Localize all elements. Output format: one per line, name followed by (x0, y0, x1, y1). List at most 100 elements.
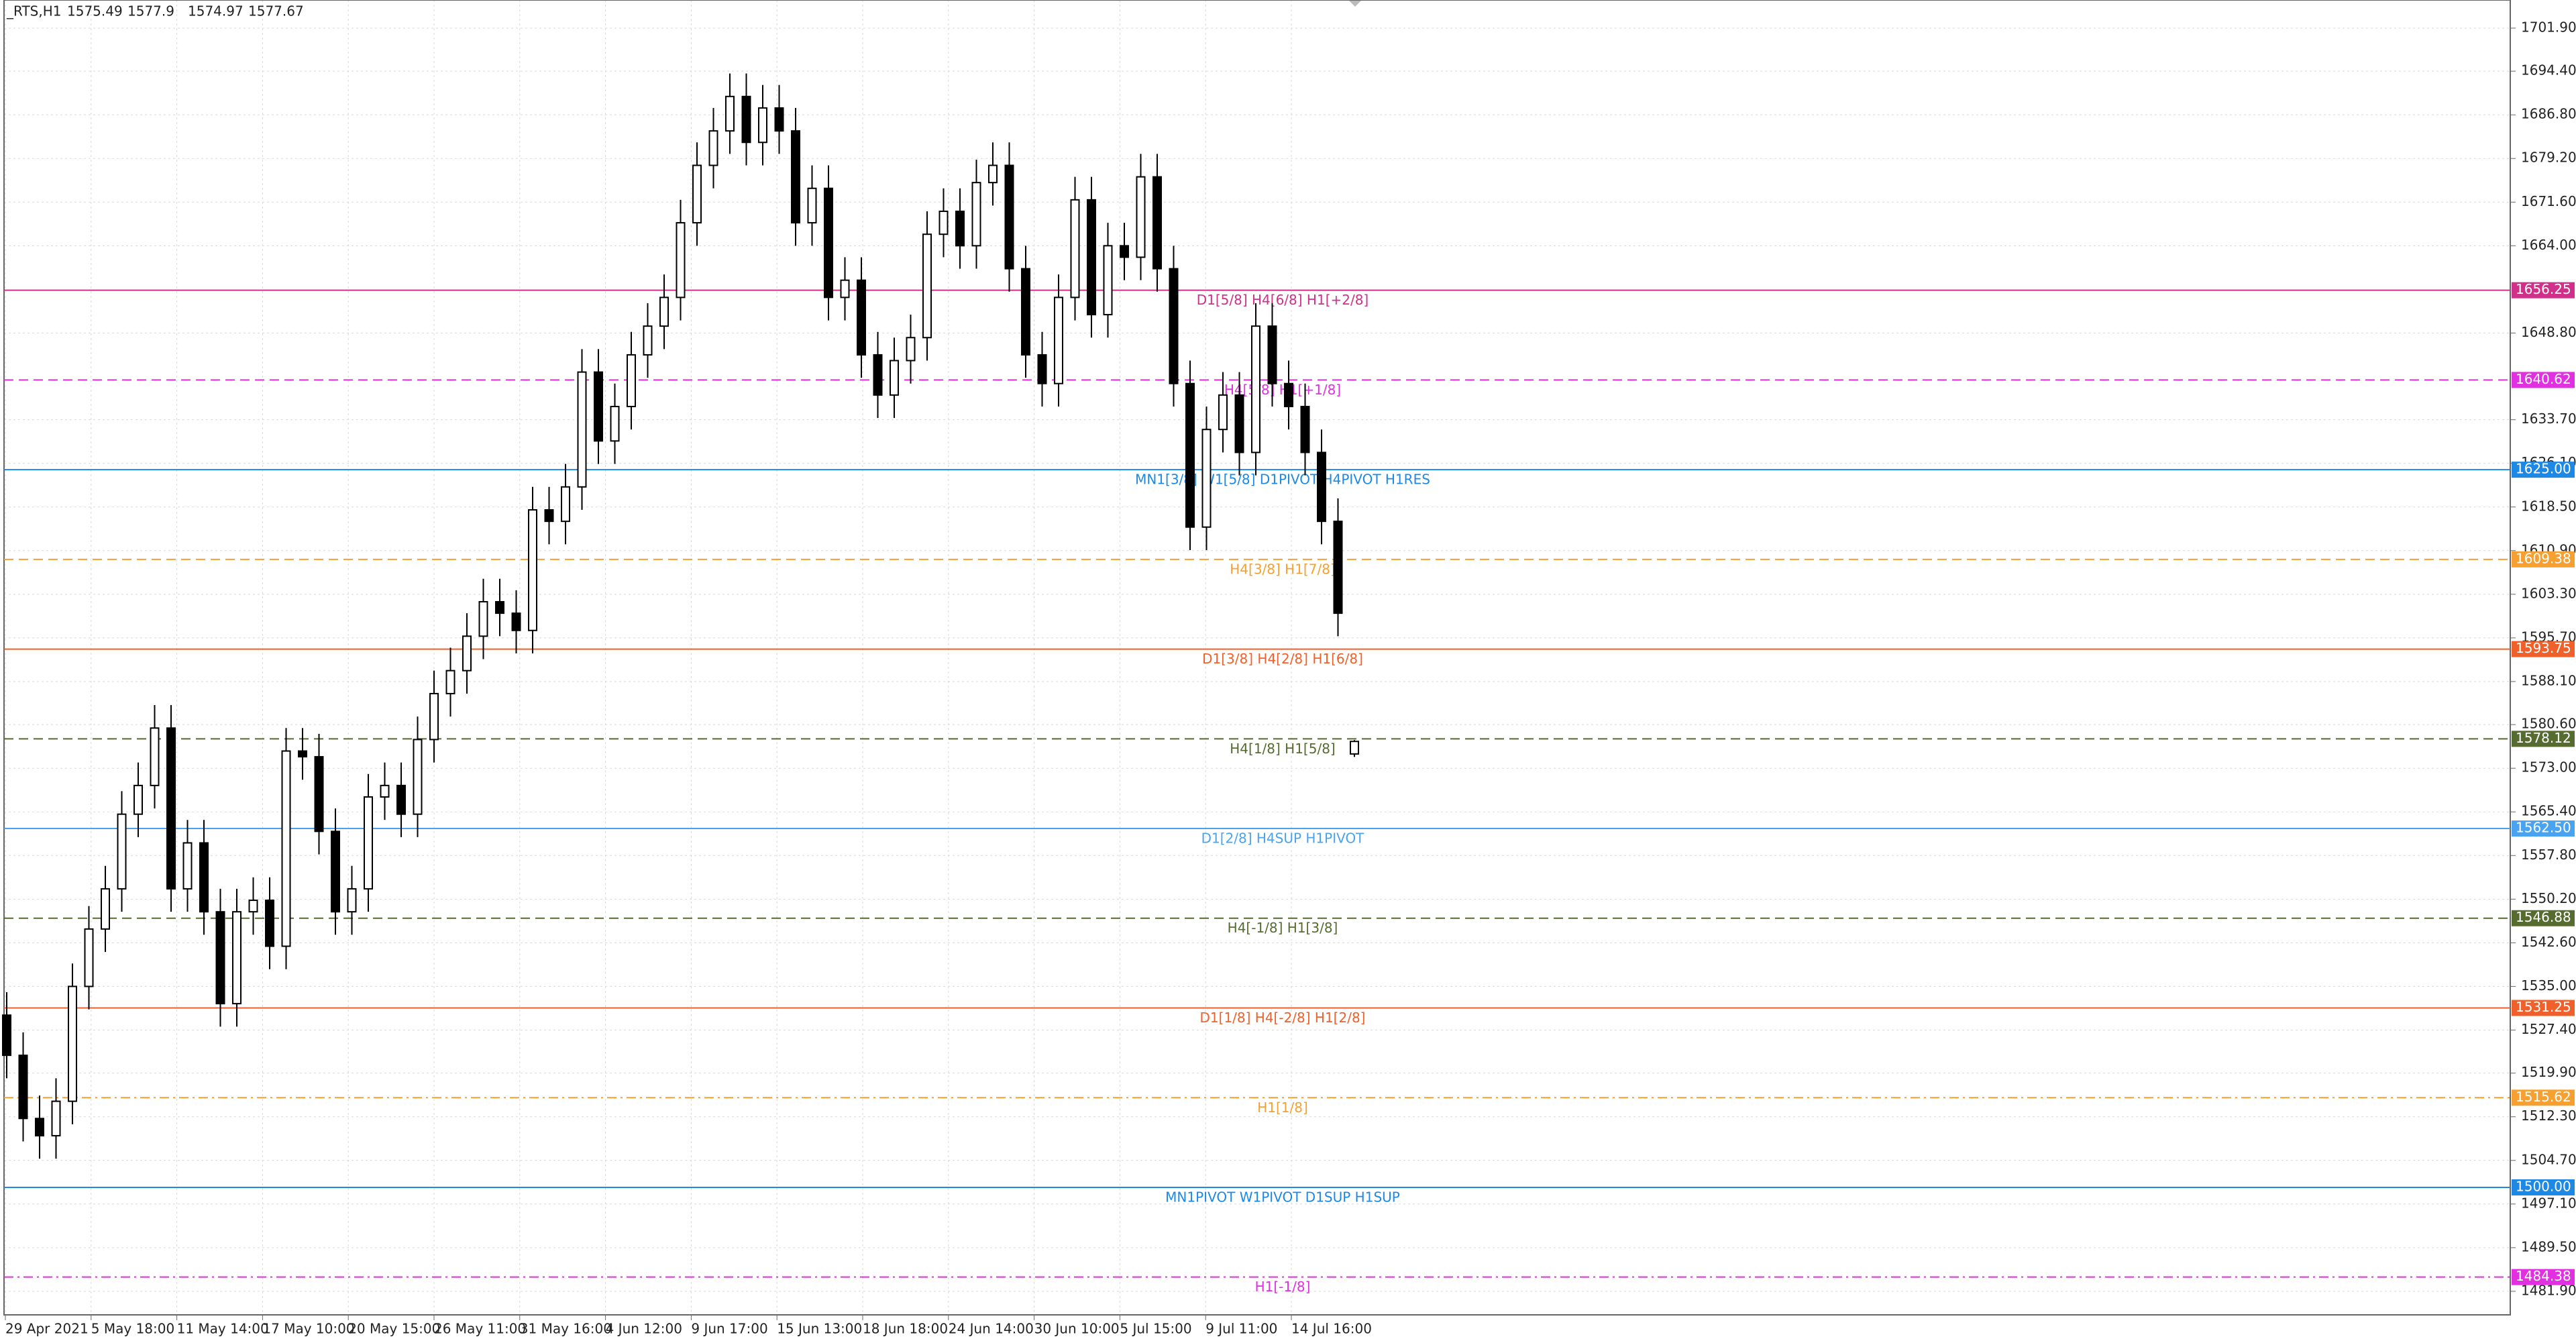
candle-body (511, 612, 521, 631)
x-tick-label: 14 Jul 16:00 (1291, 1321, 1372, 1337)
candle-body (676, 222, 686, 299)
candle-body (199, 842, 209, 913)
candle-body (1350, 741, 1359, 755)
candle-body (364, 796, 373, 890)
candle-body (610, 405, 620, 442)
y-tick-label: 1618.50 (2521, 498, 2576, 514)
y-tick-label: 1694.40 (2521, 62, 2576, 78)
y-tick-label: 1542.60 (2521, 934, 2576, 950)
y-tick-label: 1489.50 (2521, 1238, 2576, 1254)
candle-body (627, 354, 636, 407)
candle-body (133, 784, 143, 815)
candle-body (35, 1118, 44, 1136)
candle-body (1251, 325, 1260, 453)
x-tick-label: 24 Jun 14:00 (949, 1321, 1034, 1337)
level-label: MN1[3/8] W1[5/8] D1PIVOT H4PIVOT H1RES (1135, 472, 1430, 488)
header-low: 1574.97 (188, 3, 244, 19)
candle-body (462, 635, 472, 672)
x-tick-label: 5 May 18:00 (91, 1321, 174, 1337)
candle-body (1201, 429, 1212, 528)
candle-body (248, 900, 258, 913)
y-tick-label: 1679.20 (2521, 150, 2576, 166)
y-tick-label: 1580.60 (2521, 716, 2576, 732)
price-tag-label: 1578.12 (2516, 730, 2571, 746)
candle-body (1284, 382, 1293, 407)
header-open: 1575.49 (67, 3, 123, 19)
candle-body (478, 600, 488, 637)
candle-body (1267, 325, 1277, 384)
price-tag (2512, 462, 2575, 478)
candle-body (314, 756, 324, 833)
candle-body (265, 900, 274, 947)
y-tick-label: 1504.70 (2521, 1151, 2576, 1167)
price-tag (2512, 1179, 2575, 1195)
y-tick-label: 1550.20 (2521, 890, 2576, 906)
price-tag (2512, 551, 2575, 568)
candle-body (577, 371, 587, 488)
price-tag-label: 1562.50 (2516, 820, 2571, 836)
candle-body (594, 371, 603, 442)
price-tag (2512, 731, 2575, 747)
level-label: H1[1/8] (1257, 1100, 1308, 1116)
candle-body (708, 130, 718, 166)
price-tag-label: 1484.38 (2516, 1268, 2571, 1284)
y-tick-label: 1497.10 (2521, 1195, 2576, 1211)
header: _RTS,H1 1575.49 1577.9 1574.97 1577.67 (6, 3, 304, 19)
price-tag-label: 1656.25 (2516, 281, 2571, 297)
candle-body (281, 750, 291, 947)
candle-body (1317, 451, 1326, 523)
candle-body (561, 486, 570, 523)
price-tag-label: 1593.75 (2516, 640, 2571, 656)
candle-body (1087, 199, 1096, 316)
price-tag-label: 1625.00 (2516, 461, 2571, 477)
price-tag (2512, 1000, 2575, 1016)
candle-body (150, 727, 160, 786)
candle-body (166, 727, 176, 890)
y-tick-label: 1701.90 (2521, 19, 2576, 35)
candle-body (1103, 245, 1113, 316)
level-label: D1[2/8] H4SUP H1PIVOT (1201, 831, 1365, 847)
candle-body (971, 182, 981, 247)
price-tag (2512, 1269, 2575, 1285)
candle-body (824, 187, 833, 299)
plot-frame (3, 0, 2511, 1316)
candle-body (741, 95, 751, 144)
candle-body (938, 210, 949, 235)
candle-body (988, 164, 998, 184)
candle-body (774, 107, 784, 132)
x-tick-label: 18 Jun 18:00 (863, 1321, 948, 1337)
candle-body (429, 692, 439, 741)
level-label: H4[-1/8] H1[3/8] (1228, 920, 1338, 936)
y-tick-label: 1648.80 (2521, 324, 2576, 340)
candle-body (840, 279, 850, 299)
y-tick-label: 1633.70 (2521, 411, 2576, 427)
x-tick-label: 5 Jul 15:00 (1120, 1321, 1191, 1337)
candle-body (1120, 245, 1129, 258)
x-tick-label: 30 Jun 10:00 (1034, 1321, 1120, 1337)
y-tick-label: 1664.00 (2521, 237, 2576, 253)
price-tag (2512, 1089, 2575, 1106)
candle-body (890, 360, 899, 396)
price-tag-label: 1546.88 (2516, 909, 2571, 925)
price-tag (2512, 282, 2575, 299)
candle-body (51, 1100, 61, 1136)
candle-body (922, 233, 932, 339)
candle-body (117, 813, 127, 890)
candle-body (445, 670, 455, 694)
candle-body (331, 831, 340, 913)
candle-body (791, 130, 800, 224)
price-tag (2512, 910, 2575, 926)
candle-body (643, 325, 653, 356)
header-high: 1577.9 (127, 3, 174, 19)
price-tag (2512, 372, 2575, 388)
level-label: H4[3/8] H1[7/8] (1230, 561, 1335, 577)
price-tag (2512, 641, 2575, 657)
y-tick-label: 1527.40 (2521, 1021, 2576, 1037)
candle-body (528, 509, 537, 631)
candle-body (692, 164, 702, 224)
candle-body (182, 842, 193, 890)
y-tick-label: 1519.90 (2521, 1064, 2576, 1080)
x-tick-label: 9 Jul 11:00 (1205, 1321, 1277, 1337)
